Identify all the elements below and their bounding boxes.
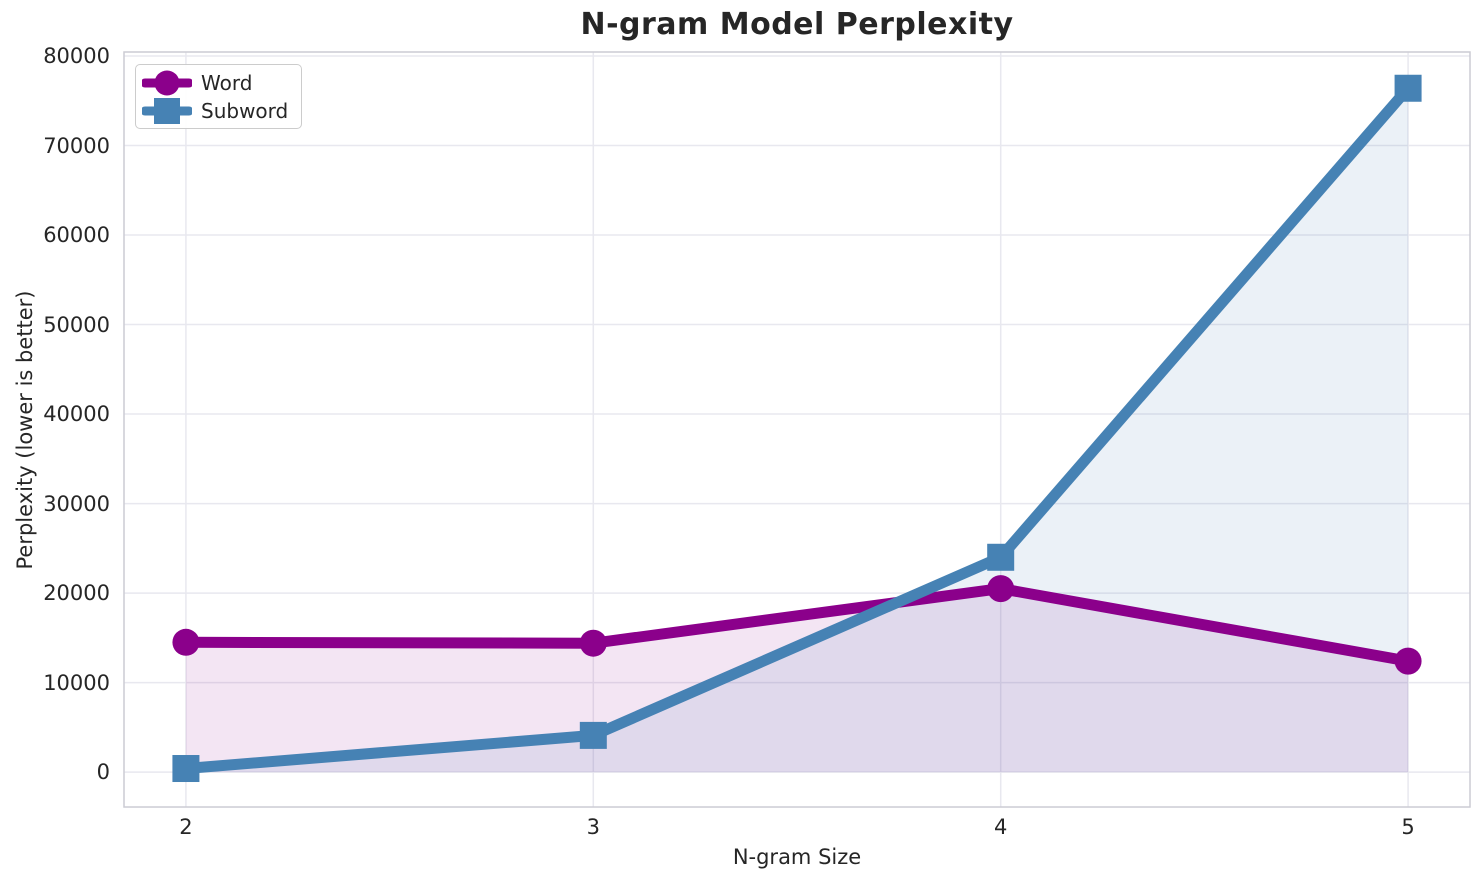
y-tick-label: 10000 xyxy=(43,670,110,695)
y-tick-label: 80000 xyxy=(43,44,110,69)
data-point-subword xyxy=(1394,74,1422,102)
legend-label-subword: Subword xyxy=(201,99,289,123)
area-fill-word xyxy=(185,588,1409,773)
y-tick-label: 30000 xyxy=(43,491,110,516)
y-tick-label: 20000 xyxy=(43,581,110,606)
legend: Word Subword xyxy=(135,64,302,129)
data-point-word xyxy=(172,628,200,656)
plot-border xyxy=(123,51,1471,808)
y-tick-label: 60000 xyxy=(43,223,110,248)
y-tick-label: 40000 xyxy=(43,402,110,427)
subword-series-marker-icon xyxy=(142,98,192,124)
data-point-word xyxy=(1394,647,1422,675)
data-point-word xyxy=(579,629,607,657)
legend-label-word: Word xyxy=(201,71,253,95)
x-tick-label: 5 xyxy=(1401,815,1415,839)
x-tick-label: 3 xyxy=(586,815,600,839)
data-point-subword xyxy=(579,721,607,749)
x-axis-label: N-gram Size xyxy=(732,845,862,869)
y-axis-label: Perplexity (lower is better) xyxy=(13,290,37,570)
legend-item-word: Word xyxy=(142,69,291,97)
y-tick-label: 0 xyxy=(96,760,110,785)
legend-item-subword: Subword xyxy=(142,97,291,125)
data-point-subword xyxy=(172,755,200,783)
y-tick-label: 50000 xyxy=(43,312,110,337)
series-line-subword xyxy=(180,82,1414,775)
series-line-word xyxy=(180,583,1414,667)
x-tick-label: 2 xyxy=(179,815,193,839)
chart-title: N-gram Model Perplexity xyxy=(580,7,1014,42)
area-fill-subword xyxy=(185,88,1409,773)
word-series-marker-icon xyxy=(142,70,192,96)
y-tick-label: 70000 xyxy=(43,133,110,158)
data-point-word xyxy=(987,575,1015,603)
x-tick-label: 4 xyxy=(994,815,1008,839)
data-point-subword xyxy=(987,543,1015,571)
